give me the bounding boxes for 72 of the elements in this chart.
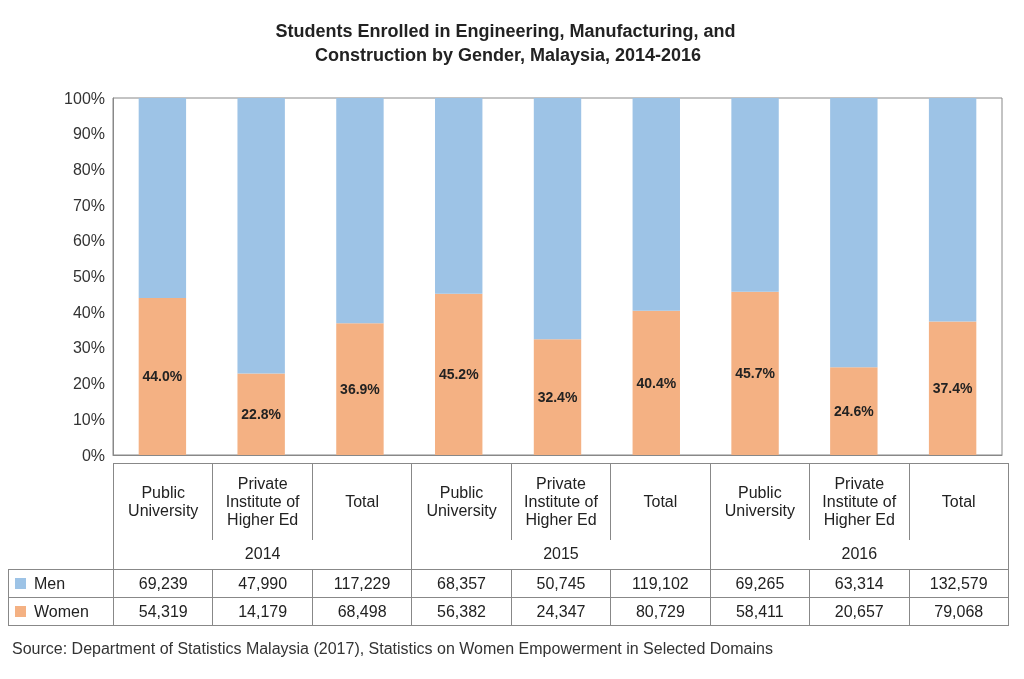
data-label: 69,265 xyxy=(710,569,810,598)
y-tick-label: 30% xyxy=(72,339,105,357)
bar xyxy=(237,373,285,455)
category-label: Total xyxy=(312,463,412,540)
bar xyxy=(632,310,680,455)
data-label: 20,657 xyxy=(809,597,909,626)
legend-label: Women xyxy=(8,597,114,626)
data-label: 80,729 xyxy=(610,597,711,626)
source-note: Source: Department of Statistics Malaysia (2017), Statistics on Women Empowerment in Selected Domains xyxy=(12,640,774,658)
y-tick-label: 40% xyxy=(72,303,105,321)
data-label: 24,347 xyxy=(511,597,611,626)
legend-label: Men xyxy=(8,569,114,598)
bar xyxy=(435,98,483,294)
data-label: 79,068 xyxy=(909,597,1009,626)
y-tick-label: 60% xyxy=(72,232,105,250)
category-label: Public University xyxy=(113,463,213,540)
bar xyxy=(336,98,384,324)
chart-title: Students Enrolled in Engineering, Manufacturing, and Construction by Gender, Malaysia, 2014-2016 xyxy=(275,21,741,65)
y-tick-label: 10% xyxy=(72,410,105,428)
bar xyxy=(830,98,878,368)
category-label: Private Institute of Higher Ed xyxy=(511,463,611,540)
data-label: 63,314 xyxy=(809,569,909,598)
bar xyxy=(138,297,187,455)
data-label: 36.9% xyxy=(340,381,381,398)
y-tick-label: 100% xyxy=(64,89,105,107)
data-label: 50,745 xyxy=(511,569,611,598)
data-label: 119,102 xyxy=(610,569,711,598)
data-label: 58,411 xyxy=(710,597,810,626)
category-label: Private Institute of Higher Ed xyxy=(212,463,313,540)
data-label: 56,382 xyxy=(411,597,512,626)
data-label: 14,179 xyxy=(212,597,313,626)
bar xyxy=(632,98,680,311)
data-label: 69,239 xyxy=(113,569,213,598)
bar xyxy=(731,291,779,455)
data-label: 54,319 xyxy=(113,597,213,626)
data-label: 45.2% xyxy=(438,366,480,383)
data-label: 45.7% xyxy=(735,365,776,382)
data-label: 32.4% xyxy=(537,389,578,406)
category-label: Public University xyxy=(710,463,810,540)
bar xyxy=(928,321,977,455)
bar xyxy=(533,339,582,455)
bar xyxy=(237,98,285,374)
bar xyxy=(830,367,878,455)
y-tick-label: 90% xyxy=(72,125,105,143)
data-label: 132,579 xyxy=(909,569,1009,598)
bar xyxy=(336,323,384,455)
data-label: 24.6% xyxy=(833,403,875,420)
text: 2014 xyxy=(113,539,412,570)
data-label: 40.4% xyxy=(636,374,677,391)
category-label: Private Institute of Higher Ed xyxy=(809,463,909,540)
y-tick-label: 20% xyxy=(72,375,105,393)
data-label: 47,990 xyxy=(212,569,313,598)
category-label: Total xyxy=(610,463,711,540)
data-label: 68,498 xyxy=(312,597,412,626)
y-tick-label: 0% xyxy=(81,446,105,464)
data-label: 37.4% xyxy=(932,380,974,397)
y-tick-label: 50% xyxy=(72,268,105,285)
bar xyxy=(731,98,779,292)
data-label: 44.0% xyxy=(142,368,183,385)
data-label: 117,229 xyxy=(312,569,412,598)
data-label: 22.8% xyxy=(241,406,282,423)
bar xyxy=(138,98,187,298)
y-tick-label: 80% xyxy=(72,160,105,178)
category-label: Public University xyxy=(411,463,512,540)
text: 2016 xyxy=(710,539,1009,570)
y-tick-label: 70% xyxy=(72,196,105,214)
text: 2015 xyxy=(411,539,711,570)
data-label: 68,357 xyxy=(411,569,512,598)
bar xyxy=(435,293,483,455)
category-label: Total xyxy=(909,463,1009,540)
bar xyxy=(928,98,977,322)
bar xyxy=(533,98,582,340)
